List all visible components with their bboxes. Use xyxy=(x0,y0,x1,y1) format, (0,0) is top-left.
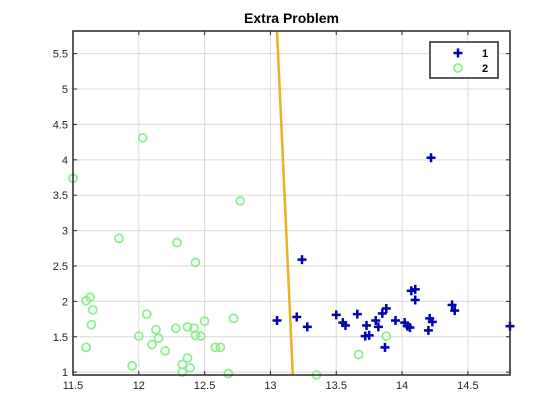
legend-label-1: 1 xyxy=(482,48,488,60)
series-2-point xyxy=(228,313,239,324)
series-2-point xyxy=(182,321,193,332)
series-2 xyxy=(68,132,392,380)
series-1-point xyxy=(292,312,302,322)
y-tick-label: 4.5 xyxy=(53,119,68,131)
series-2-point xyxy=(215,342,226,353)
legend-marker-2 xyxy=(453,63,463,73)
series-2-point xyxy=(172,237,182,248)
y-tick-label: 2.5 xyxy=(53,261,68,273)
x-tick-label: 12.5 xyxy=(194,380,215,392)
x-tick-label: 13 xyxy=(264,380,276,392)
series-1-point xyxy=(331,310,341,320)
series-2-point xyxy=(190,257,201,268)
series-2-point xyxy=(235,195,246,206)
y-tick-label: 5.5 xyxy=(53,49,68,61)
ticks: 11.5 12 12.5 13 13.5 14 14.511.522.533.544.555… xyxy=(53,31,510,392)
series-2-point xyxy=(199,316,210,327)
series-2-point xyxy=(185,363,196,373)
legend-box xyxy=(429,41,499,79)
series-1-point xyxy=(427,317,437,327)
y-tick-label: 1.5 xyxy=(53,332,68,344)
series-2-point xyxy=(210,342,221,353)
series-2-point xyxy=(81,342,92,353)
x-tick-label: 13.5 xyxy=(326,380,347,392)
series-1-point xyxy=(272,315,282,325)
legend-marker-1 xyxy=(453,48,463,58)
series-1-point xyxy=(447,300,457,310)
series-1-point xyxy=(297,255,307,265)
series-2-point xyxy=(147,339,157,350)
series-2-point xyxy=(170,323,181,334)
series-2-point xyxy=(160,346,171,356)
y-tick-label: 1 xyxy=(62,367,68,379)
series-2-point xyxy=(137,132,148,143)
decision-boundary-layer xyxy=(275,30,295,376)
series-1-point xyxy=(380,342,390,352)
y-tick-label: 2 xyxy=(62,296,68,308)
series-2-point xyxy=(182,353,193,363)
x-tick-label: 11.5 xyxy=(63,380,84,392)
y-tick-label: 3 xyxy=(62,226,68,238)
x-tick-label: 12 xyxy=(133,380,145,392)
series-2-point xyxy=(85,292,96,303)
series-1-point xyxy=(450,306,460,316)
decision-boundary-line xyxy=(275,30,295,376)
series-2-point xyxy=(190,330,201,341)
series-2-point xyxy=(177,359,188,370)
series-1-point xyxy=(302,322,312,332)
series-1-point xyxy=(423,325,433,335)
series-2-point xyxy=(127,360,138,371)
y-tick-label: 3.5 xyxy=(53,190,68,202)
series-2-point xyxy=(114,233,124,244)
series-1-point xyxy=(340,320,350,330)
series-1-point xyxy=(362,320,372,330)
series-2-point xyxy=(153,333,164,344)
series-1-point xyxy=(405,323,415,333)
y-tick-label: 4 xyxy=(62,155,68,167)
legend-label-2: 2 xyxy=(482,63,488,75)
axes-box xyxy=(72,30,511,376)
series-1-point xyxy=(373,322,383,332)
series-2-point xyxy=(141,309,152,320)
series-2-point xyxy=(195,331,206,341)
series-2-point xyxy=(151,324,161,335)
series-1-point xyxy=(377,308,387,318)
series-2-point xyxy=(353,349,364,360)
series-1-point xyxy=(371,315,381,325)
series-1-point xyxy=(426,153,436,163)
series-1-point xyxy=(390,315,400,325)
series-1-point xyxy=(410,295,420,305)
x-tick-label: 14 xyxy=(396,380,408,392)
series-1-point xyxy=(410,284,420,294)
legend: 12 xyxy=(429,41,499,79)
y-tick-label: 5 xyxy=(62,84,68,96)
x-tick-label: 14.5 xyxy=(457,380,478,392)
series-2-point xyxy=(381,331,392,341)
series-1-point xyxy=(381,303,391,313)
series-2-point xyxy=(87,304,98,315)
series-1-point xyxy=(364,330,374,340)
chart-title: Extra Problem xyxy=(244,10,339,26)
series-2-point xyxy=(223,368,234,379)
series-2-point xyxy=(133,331,144,341)
series-2-point xyxy=(86,319,97,330)
series-1-point xyxy=(352,309,362,319)
